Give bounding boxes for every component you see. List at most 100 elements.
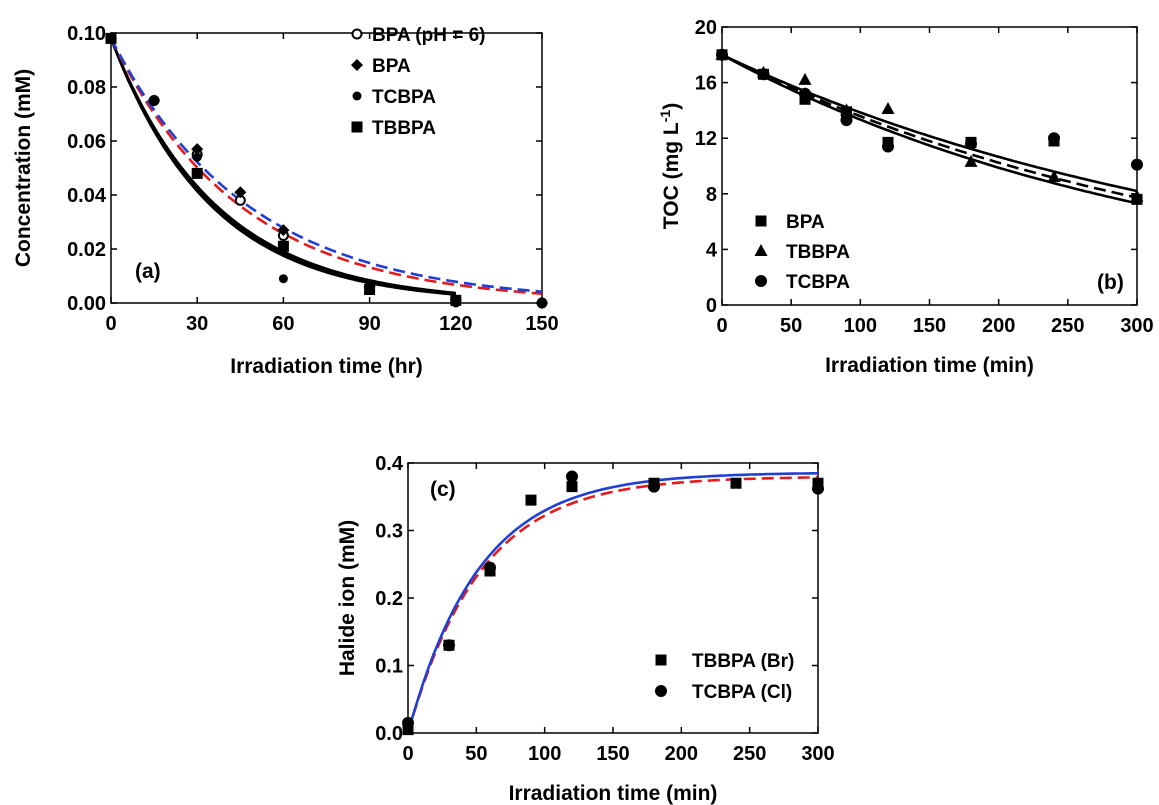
data-point [1131, 158, 1143, 171]
series-bpa-ph-6- [105, 32, 548, 309]
legend-label: BPA (pH = 6) [372, 25, 485, 46]
y-tick-label: 0 [706, 295, 717, 317]
fit-curve [109, 37, 543, 295]
y-axis-label: TOC (mg L-1) [657, 103, 683, 229]
legend-label: TBBPA [786, 242, 850, 263]
legend-label: TBBPA [372, 118, 436, 139]
legend-label: BPA [372, 56, 411, 77]
legend-marker [755, 275, 767, 287]
data-point [484, 561, 496, 574]
x-tick-label: 250 [733, 743, 766, 765]
data-point [840, 103, 853, 116]
panel-label: (c) [430, 478, 456, 501]
x-tick-label: 150 [596, 743, 629, 765]
y-tick-label: 0.1 [375, 656, 403, 678]
data-point [277, 224, 290, 237]
data-point [192, 152, 202, 162]
fit-curve [406, 476, 819, 734]
data-point [1130, 189, 1144, 202]
y-tick-label: 0.02 [67, 239, 106, 261]
legend-marker [655, 685, 667, 697]
legend-marker [351, 121, 363, 133]
data-point [757, 68, 770, 81]
data-point [191, 167, 203, 179]
x-tick-label: 100 [528, 743, 561, 765]
data-point [450, 294, 462, 306]
y-axis-label: Concentration (mM) [12, 69, 35, 267]
x-tick-label: 300 [1120, 315, 1153, 337]
x-tick-label: 50 [780, 315, 802, 337]
data-point [525, 494, 537, 506]
data-point [443, 639, 455, 652]
legend-label: TCBPA (Cl) [692, 682, 792, 703]
y-axis-label-sup: -1 [657, 110, 673, 123]
data-point [191, 143, 204, 156]
fit-curve [721, 53, 1138, 205]
data-point [1048, 132, 1060, 145]
fit-curve [721, 53, 1138, 199]
fit-curves [109, 37, 543, 296]
fit-curve [109, 37, 543, 293]
data-point [799, 87, 811, 100]
legend-marker [352, 91, 362, 101]
plot-frame [721, 26, 1138, 306]
data-point [364, 284, 376, 295]
legend: BPA TBBPA TCBPA [754, 212, 850, 293]
series-tbbpa [105, 32, 462, 306]
x-tick-label: 0 [716, 315, 727, 337]
y-tick-label: 4 [706, 239, 718, 261]
legend: TBBPA (Br) TCBPA (Cl) [655, 651, 794, 703]
y-tick-label: 0.10 [67, 23, 106, 45]
x-tick-label: 150 [525, 313, 558, 335]
x-tick-label: 100 [844, 315, 877, 337]
series-tcbpa-cl- [402, 470, 824, 729]
x-axis-label: Irradiation time (hr) [230, 355, 423, 378]
y-tick-label: 20 [695, 17, 717, 39]
data-point [882, 140, 894, 153]
plot-frame [110, 32, 543, 304]
series-bpa [716, 49, 1143, 205]
data-point [964, 154, 978, 167]
data-point [798, 72, 812, 85]
fit-curve [721, 53, 1138, 193]
data-point [149, 96, 159, 105]
x-axis-label: Irradiation time (min) [825, 354, 1034, 377]
y-axis-label: Halide ion (mM) [336, 520, 359, 676]
panel-label: (a) [135, 260, 161, 283]
data-point [277, 240, 289, 252]
y-axis-label-end: ) [660, 103, 683, 110]
x-tick-label: 30 [186, 313, 208, 335]
y-tick-label: 0.00 [67, 293, 106, 315]
series-tcbpa [716, 48, 1143, 171]
y-tick-label: 0.06 [67, 131, 106, 153]
x-tick-label: 120 [439, 313, 472, 335]
legend-label: TCBPA [372, 87, 436, 108]
legend-label: TCBPA [786, 272, 850, 293]
x-tick-label: 0 [402, 743, 413, 765]
data-point [402, 716, 414, 729]
series-tbbpa [715, 47, 1144, 202]
legend-marker [755, 215, 767, 227]
x-tick-label: 250 [1051, 315, 1084, 337]
panel-b: 0 50 100 150 200 250 300 0 4 8 12 16 20 Irradiation t… [657, 17, 1154, 377]
panel-label: (b) [1097, 271, 1124, 294]
data-point [965, 137, 977, 150]
x-tick-label: 200 [982, 315, 1015, 337]
data-point [566, 470, 578, 483]
y-tick-label: 0.0 [375, 723, 403, 745]
data-point [648, 480, 660, 493]
x-tick-label: 50 [465, 743, 487, 765]
y-tick-label: 0.3 [375, 521, 403, 543]
panel-c: 0 50 100 150 200 250 300 0.0 0.1 0.2 0.3 0.4 Irradia… [336, 453, 835, 805]
data-point [105, 32, 117, 44]
data-point [278, 274, 288, 284]
fit-curves [721, 53, 1138, 205]
data-point [234, 186, 247, 199]
x-tick-label: 200 [665, 743, 698, 765]
legend-label: BPA [786, 212, 825, 233]
data-point [840, 114, 853, 127]
legend-label: TBBPA (Br) [692, 651, 794, 672]
x-tick-label: 90 [358, 313, 380, 335]
fit-curves [406, 471, 819, 734]
